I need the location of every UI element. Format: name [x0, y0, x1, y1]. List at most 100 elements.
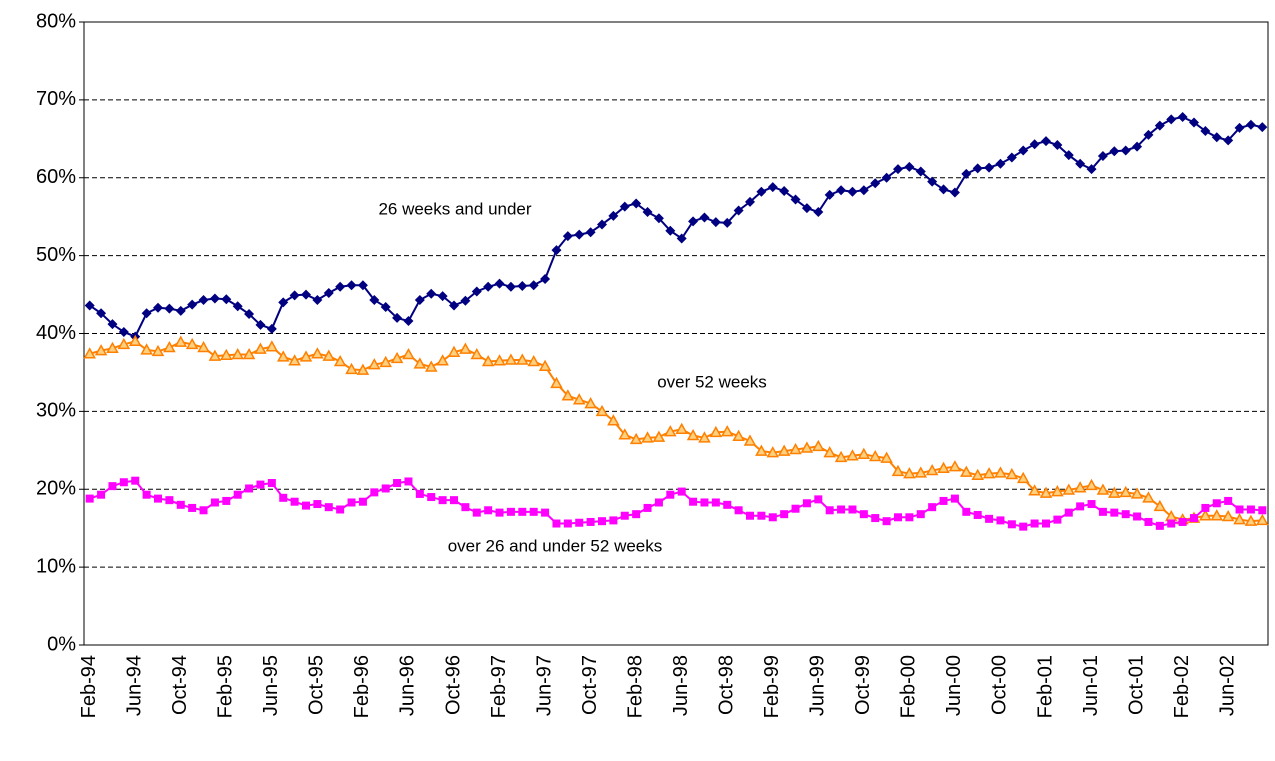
marker: [904, 161, 915, 172]
marker: [118, 326, 129, 337]
x-tick-label: Feb-99: [761, 655, 783, 718]
marker: [871, 514, 880, 523]
marker: [346, 280, 357, 291]
marker: [128, 334, 142, 347]
marker: [733, 205, 744, 216]
marker: [757, 511, 766, 520]
marker: [185, 337, 199, 350]
marker: [1119, 485, 1132, 498]
x-tick-label: Feb-97: [488, 655, 510, 718]
marker: [574, 229, 585, 240]
marker: [1097, 150, 1108, 161]
marker: [586, 517, 595, 526]
marker: [620, 511, 629, 520]
marker: [823, 446, 836, 458]
marker: [598, 517, 606, 526]
x-tick-label: Feb-00: [898, 655, 920, 718]
marker: [973, 510, 982, 519]
marker: [720, 425, 734, 437]
marker: [572, 393, 586, 405]
marker: [1018, 145, 1029, 156]
marker: [825, 506, 834, 515]
marker: [652, 430, 666, 442]
y-tick-label: 60%: [36, 166, 76, 188]
marker: [1007, 520, 1016, 529]
marker: [312, 295, 323, 306]
marker: [368, 358, 381, 370]
marker: [244, 309, 255, 320]
marker: [709, 425, 723, 438]
marker: [1052, 140, 1063, 151]
marker: [414, 295, 425, 306]
marker: [880, 451, 893, 463]
marker: [232, 301, 243, 312]
marker: [985, 514, 994, 523]
marker: [447, 345, 461, 357]
marker: [413, 357, 427, 369]
marker: [107, 319, 118, 330]
marker: [584, 397, 597, 409]
x-tick-label: Jun-99: [807, 655, 829, 716]
marker: [1076, 502, 1085, 511]
marker: [165, 496, 174, 505]
marker: [504, 353, 518, 365]
marker: [209, 293, 220, 304]
marker: [1245, 119, 1256, 130]
marker: [347, 498, 356, 507]
marker: [676, 233, 687, 244]
marker: [746, 511, 754, 520]
marker: [893, 164, 903, 175]
x-tick-label: Oct-98: [716, 655, 738, 715]
marker: [905, 513, 914, 522]
marker: [1062, 483, 1076, 495]
marker: [755, 444, 768, 456]
marker: [84, 300, 95, 311]
marker: [1086, 164, 1097, 175]
marker: [1223, 135, 1234, 146]
marker: [743, 434, 757, 446]
marker: [1121, 510, 1130, 519]
marker: [654, 498, 663, 507]
marker: [767, 182, 778, 193]
marker: [881, 172, 892, 183]
marker: [848, 505, 857, 514]
series-label: over 52 weeks: [657, 372, 767, 391]
marker: [1132, 141, 1143, 152]
x-tick-label: Feb-96: [351, 655, 373, 718]
marker: [108, 482, 117, 491]
marker: [858, 185, 869, 196]
marker: [176, 500, 185, 509]
series-line: [89, 115, 1263, 338]
marker: [255, 319, 266, 330]
marker: [790, 194, 801, 205]
marker: [1028, 484, 1041, 496]
marker: [392, 312, 403, 323]
marker: [1190, 514, 1198, 523]
marker: [995, 158, 1006, 169]
marker: [481, 354, 495, 367]
marker: [460, 295, 471, 306]
marker: [140, 343, 153, 355]
marker: [141, 308, 152, 319]
marker: [768, 513, 777, 522]
marker: [847, 186, 858, 197]
marker: [927, 176, 938, 187]
marker: [472, 508, 481, 517]
marker: [619, 201, 630, 212]
marker: [450, 496, 458, 505]
marker: [1144, 517, 1153, 526]
marker: [1246, 505, 1255, 514]
marker: [437, 291, 448, 302]
marker: [449, 300, 459, 311]
marker: [664, 425, 677, 437]
marker: [518, 507, 527, 516]
marker: [254, 342, 267, 354]
marker: [813, 207, 824, 218]
marker: [1212, 499, 1221, 508]
marker: [1073, 481, 1087, 493]
marker: [323, 288, 334, 299]
marker: [288, 354, 301, 366]
series-line: [89, 479, 1263, 528]
marker: [459, 342, 472, 354]
